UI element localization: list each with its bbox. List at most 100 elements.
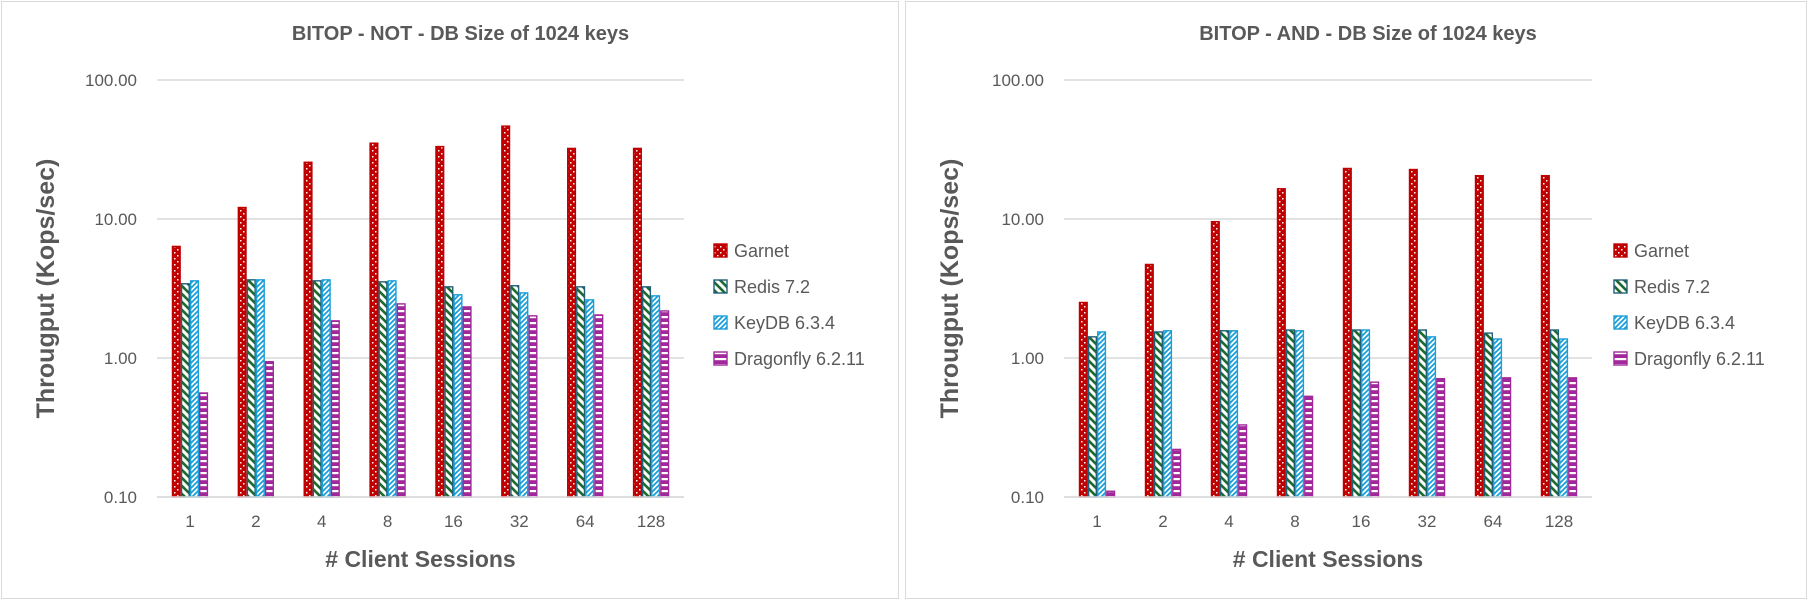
- legend-label: Dragonfly 6.2.11: [734, 349, 865, 369]
- bar-dragonfly-6-2-11-8: [396, 303, 406, 498]
- x-tick-label: 128: [1545, 512, 1573, 531]
- bar-garnet-128: [1540, 174, 1550, 498]
- legend-label: KeyDB 6.3.4: [1634, 313, 1735, 333]
- bar-garnet-4: [1210, 220, 1220, 498]
- bar-garnet-8: [369, 142, 379, 498]
- legend-item: Garnet: [1613, 241, 1689, 261]
- bar-redis-7-2-1: [1087, 336, 1097, 498]
- legend-swatch: [713, 243, 728, 258]
- legend-label: Garnet: [734, 241, 789, 261]
- bar-dragonfly-6-2-11-8: [1304, 395, 1314, 498]
- x-tick-label: 1: [1092, 512, 1101, 531]
- bar-dragonfly-6-2-11-1: [199, 392, 209, 498]
- bar-garnet-16: [435, 145, 445, 498]
- bar-keydb-6-3-4-64: [585, 299, 595, 498]
- bar-garnet-16: [1342, 167, 1352, 498]
- chart-panel-bitop-and: BITOP - AND - DB Size of 1024 keys 0.10 1.…: [905, 1, 1807, 599]
- bar-keydb-6-3-4-2: [1163, 330, 1173, 498]
- y-tick-label: 100.00: [85, 71, 137, 90]
- x-tick-label: 4: [1224, 512, 1233, 531]
- x-tick-label: 8: [383, 512, 392, 531]
- bar-redis-7-2-2: [1153, 331, 1163, 498]
- bar-dragonfly-6-2-11-32: [528, 315, 538, 498]
- y-tick-label: 10.00: [94, 210, 137, 229]
- bar-dragonfly-6-2-11-1: [1106, 490, 1116, 498]
- bar-redis-7-2-4: [312, 280, 322, 498]
- bar-garnet-64: [567, 147, 577, 498]
- x-tick-label: 8: [1290, 512, 1299, 531]
- legend-swatch: [713, 351, 728, 366]
- bar-dragonfly-6-2-11-128: [660, 310, 670, 498]
- legend-item: Redis 7.2: [1613, 277, 1710, 297]
- x-tick-label: 16: [444, 512, 463, 531]
- bar-redis-7-2-128: [1549, 329, 1559, 498]
- y-tick-label: 10.00: [1001, 210, 1044, 229]
- bar-garnet-8: [1276, 188, 1286, 498]
- bar-redis-7-2-32: [510, 285, 520, 498]
- x-axis-title: # Client Sessions: [325, 546, 515, 572]
- bar-dragonfly-6-2-11-32: [1436, 377, 1446, 498]
- bar-redis-7-2-8: [378, 281, 388, 498]
- chart-title: BITOP - AND - DB Size of 1024 keys: [1199, 23, 1537, 45]
- bar-garnet-32: [1408, 168, 1418, 498]
- bar-redis-7-2-32: [1417, 329, 1427, 498]
- bar-keydb-6-3-4-8: [1295, 330, 1305, 498]
- bar-dragonfly-6-2-11-64: [1502, 377, 1512, 498]
- x-tick-label: 64: [576, 512, 595, 531]
- bar-keydb-6-3-4-32: [519, 292, 529, 498]
- bar-redis-7-2-8: [1285, 329, 1296, 498]
- x-tick-label: 1: [185, 512, 194, 531]
- legend-swatch: [1613, 243, 1628, 258]
- chart-title: BITOP - NOT - DB Size of 1024 keys: [292, 23, 629, 45]
- legend-label: Redis 7.2: [734, 277, 810, 297]
- legend-label: Redis 7.2: [1634, 277, 1710, 297]
- chart-svg: BITOP - AND - DB Size of 1024 keys 0.10 1.…: [936, 23, 1765, 572]
- bar-keydb-6-3-4-4: [321, 279, 331, 498]
- bar-garnet-64: [1474, 174, 1484, 498]
- bar-garnet-1: [171, 245, 181, 498]
- legend-swatch: [713, 279, 728, 294]
- bar-keydb-6-3-4-8: [387, 280, 397, 498]
- legend-item: KeyDB 6.3.4: [1613, 313, 1735, 333]
- legend-label: Dragonfly 6.2.11: [1634, 349, 1765, 369]
- bar-redis-7-2-64: [576, 286, 586, 498]
- legend-item: KeyDB 6.3.4: [713, 313, 835, 333]
- bar-redis-7-2-16: [444, 286, 454, 498]
- bar-keydb-6-3-4-16: [1361, 329, 1371, 498]
- bar-redis-7-2-2: [246, 279, 256, 498]
- legend-item: Garnet: [713, 241, 789, 261]
- x-tick-label: 32: [510, 512, 529, 531]
- legend-item: Redis 7.2: [713, 277, 810, 297]
- chart-svg: BITOP - NOT - DB Size of 1024 keys 0.10 1.…: [32, 23, 865, 572]
- x-tick-label: 4: [317, 512, 326, 531]
- bar-dragonfly-6-2-11-64: [594, 314, 604, 498]
- bar-dragonfly-6-2-11-4: [330, 320, 340, 498]
- bar-dragonfly-6-2-11-2: [1172, 448, 1182, 498]
- bar-dragonfly-6-2-11-2: [264, 361, 274, 498]
- x-axis-title: # Client Sessions: [1233, 546, 1423, 572]
- bar-redis-7-2-64: [1483, 332, 1493, 498]
- bar-redis-7-2-128: [641, 286, 652, 498]
- chart-panel-bitop-not: BITOP - NOT - DB Size of 1024 keys 0.10 1.…: [1, 1, 899, 599]
- bar-keydb-6-3-4-64: [1493, 338, 1503, 498]
- legend-swatch: [1613, 279, 1628, 294]
- legend-label: Garnet: [1634, 241, 1689, 261]
- bar-dragonfly-6-2-11-128: [1568, 377, 1578, 498]
- y-tick-label: 1.00: [1011, 349, 1044, 368]
- y-tick-label: 0.10: [104, 488, 137, 507]
- bar-dragonfly-6-2-11-4: [1238, 424, 1248, 498]
- bar-redis-7-2-4: [1219, 330, 1230, 498]
- legend-item: Dragonfly 6.2.11: [1613, 349, 1765, 369]
- y-tick-label: 100.00: [992, 71, 1044, 90]
- bar-redis-7-2-16: [1351, 329, 1362, 498]
- y-tick-label: 1.00: [104, 349, 137, 368]
- y-axis-title: Througput (Kops/sec): [936, 159, 964, 419]
- bar-redis-7-2-1: [180, 283, 190, 498]
- legend-swatch: [713, 315, 728, 330]
- bar-keydb-6-3-4-1: [189, 280, 200, 498]
- x-tick-label: 16: [1352, 512, 1371, 531]
- legend-item: Dragonfly 6.2.11: [713, 349, 865, 369]
- bar-garnet-2: [1144, 263, 1154, 498]
- legend-swatch: [1613, 315, 1628, 330]
- legend-swatch: [1613, 351, 1628, 366]
